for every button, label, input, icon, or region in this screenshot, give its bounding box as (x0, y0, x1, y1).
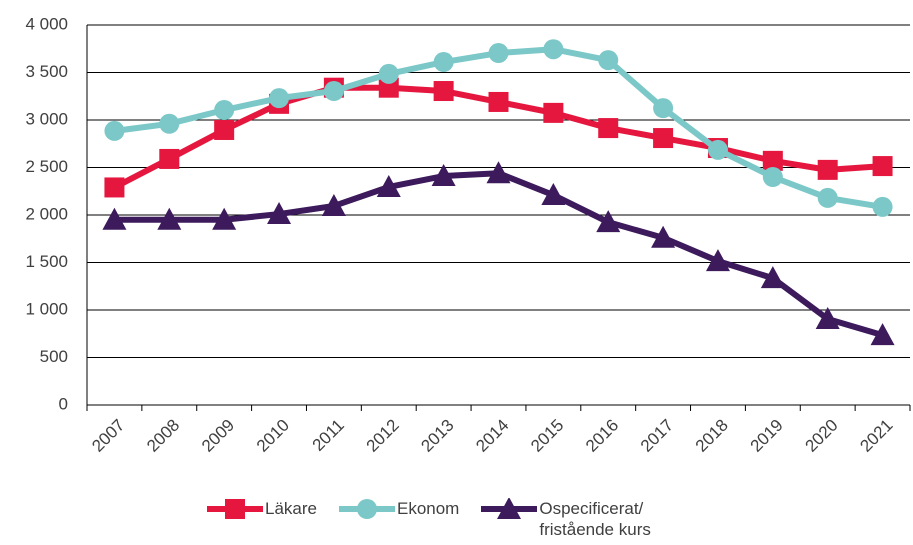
x-tick-label: 2018 (692, 416, 732, 456)
marker (872, 196, 893, 217)
marker (159, 148, 180, 169)
marker (225, 499, 245, 519)
marker (488, 91, 509, 112)
y-tick-label: 4 000 (25, 14, 68, 33)
y-tick-label: 500 (40, 347, 68, 366)
marker (323, 81, 344, 102)
marker (486, 161, 511, 184)
marker (598, 50, 619, 71)
marker (104, 120, 125, 141)
marker (267, 202, 292, 225)
marker (596, 210, 621, 233)
marker (598, 118, 619, 139)
x-tick-label: 2021 (856, 416, 896, 456)
marker (433, 52, 454, 73)
x-tick-label: 2009 (198, 416, 238, 456)
marker (872, 156, 893, 177)
marker (212, 207, 237, 230)
marker (817, 159, 838, 180)
legend-label: Ekonom (396, 499, 460, 518)
marker (543, 102, 564, 123)
marker (705, 249, 730, 272)
marker (214, 119, 235, 140)
x-tick-label: 2008 (143, 416, 183, 456)
marker (815, 307, 840, 330)
legend-swatch (481, 498, 538, 519)
marker (102, 207, 127, 230)
x-tick-label: 2013 (417, 416, 457, 456)
marker (431, 164, 456, 187)
y-tick-label: 3 000 (25, 109, 68, 128)
marker (214, 100, 235, 121)
chart: 0 500 1 000 1 500 2 000 2 500 3 000 3 500 4 000 2… (25, 14, 911, 456)
marker (817, 187, 838, 208)
marker (159, 113, 180, 134)
marker (762, 150, 783, 171)
legend-swatch (338, 499, 395, 519)
marker (653, 128, 674, 149)
x-tick-label: 2010 (253, 416, 293, 456)
marker (543, 39, 564, 60)
x-tick-label: 2016 (582, 416, 622, 456)
y-tick-label: 1 000 (25, 299, 68, 318)
legend-item: Läkare (205, 498, 317, 540)
marker (870, 323, 895, 346)
marker (104, 177, 125, 198)
marker (378, 63, 399, 84)
y-tick-label: 0 (59, 394, 68, 413)
legend-label: Läkare (265, 499, 317, 518)
legend-item: Ospecificerat/ fristående kurs (479, 498, 689, 540)
x-tick-label: 2011 (309, 416, 348, 455)
marker (157, 207, 182, 230)
legend-swatch (207, 499, 263, 519)
x-tick-label: 2007 (88, 416, 128, 456)
y-tick-label: 2 500 (25, 157, 68, 176)
x-tick-label: 2012 (363, 416, 403, 456)
x-tick-label: 2017 (637, 416, 677, 456)
marker (497, 498, 522, 519)
marker (651, 225, 676, 248)
x-tick-label: 2019 (747, 416, 787, 456)
marker (269, 88, 290, 109)
marker (653, 98, 674, 119)
marker (707, 139, 728, 160)
series-line (114, 170, 884, 339)
legend-label: Ospecificerat/ fristående kurs (539, 499, 651, 539)
y-tick-label: 3 500 (25, 62, 68, 81)
marker (321, 193, 346, 216)
marker (376, 174, 401, 197)
marker (433, 81, 454, 102)
marker (356, 499, 377, 519)
marker (378, 77, 399, 98)
marker (760, 266, 785, 289)
legend-item: Ekonom (337, 498, 459, 540)
y-tick-label: 1 500 (25, 252, 68, 271)
marker (762, 167, 783, 187)
y-tick-label: 2 000 (25, 204, 68, 223)
legend: Läkare Ekonom Ospecificerat/ fristående ku… (205, 498, 689, 540)
marker (541, 183, 566, 206)
x-tick-label: 2014 (472, 416, 512, 456)
marker (488, 43, 509, 64)
x-tick-label: 2020 (802, 416, 842, 456)
x-tick-label: 2015 (527, 416, 567, 456)
